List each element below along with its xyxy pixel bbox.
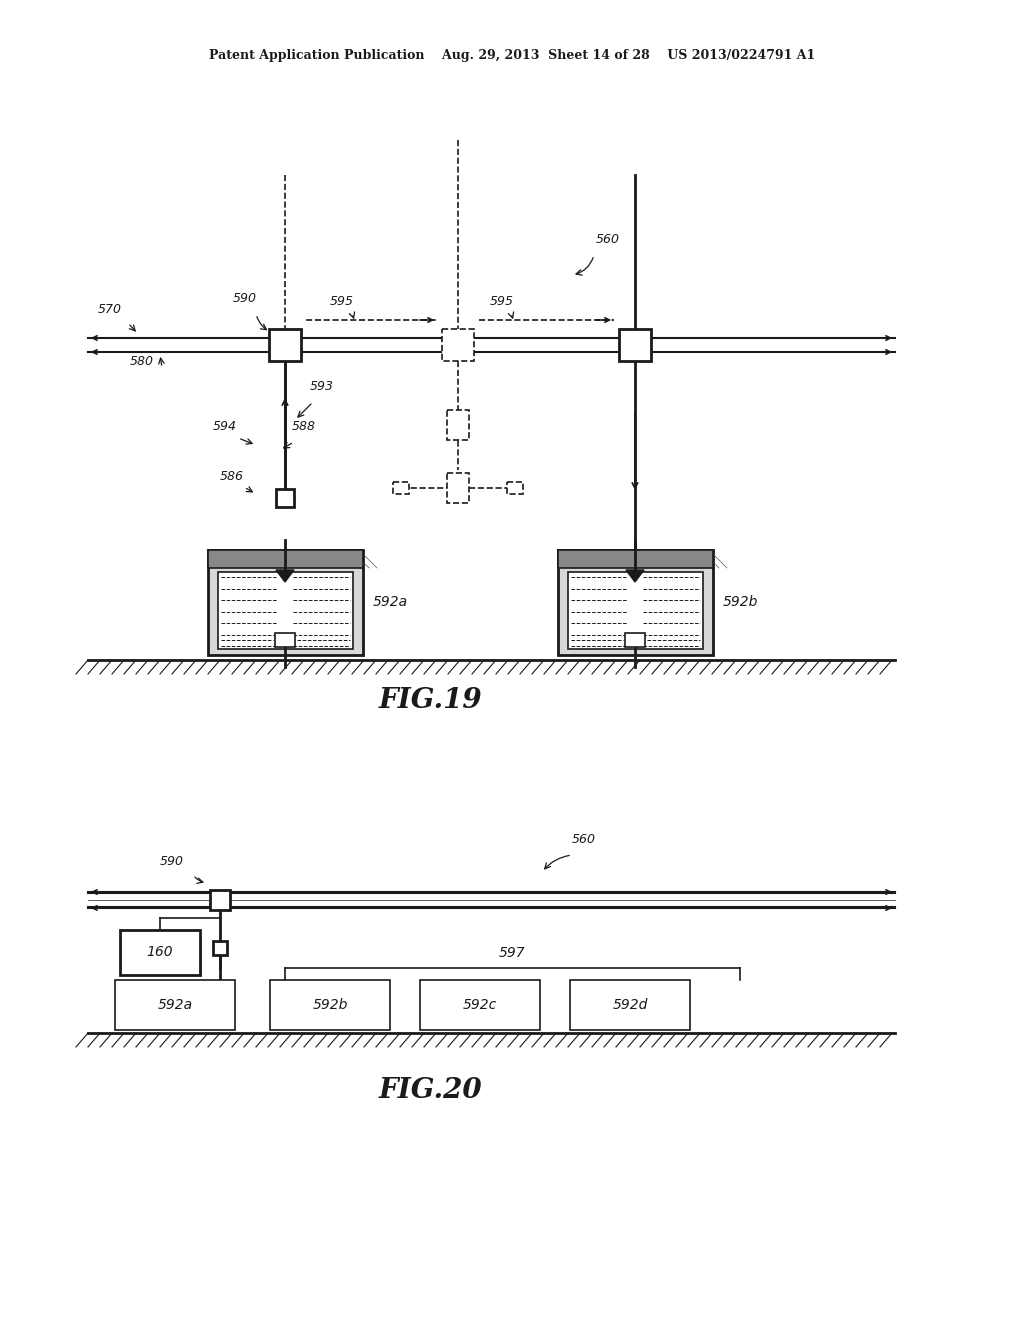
- Bar: [208, 550, 362, 568]
- Bar: [270, 979, 390, 1030]
- Text: 586: 586: [220, 470, 244, 483]
- Bar: [210, 890, 230, 909]
- Polygon shape: [626, 570, 644, 582]
- Text: 590: 590: [233, 292, 257, 305]
- Text: 592d: 592d: [612, 998, 648, 1012]
- Bar: [275, 634, 295, 647]
- Text: 560: 560: [596, 234, 620, 246]
- Text: 593: 593: [310, 380, 334, 393]
- Text: 594: 594: [213, 420, 237, 433]
- Text: 570: 570: [98, 304, 122, 315]
- Bar: [625, 634, 645, 647]
- Text: 595: 595: [330, 294, 354, 308]
- Bar: [442, 329, 474, 360]
- Bar: [269, 329, 301, 360]
- Bar: [557, 550, 713, 568]
- Bar: [557, 550, 713, 655]
- Bar: [507, 482, 523, 494]
- Bar: [420, 979, 540, 1030]
- Bar: [618, 329, 651, 360]
- Bar: [447, 473, 469, 503]
- Text: 588: 588: [292, 420, 316, 433]
- Bar: [570, 979, 690, 1030]
- Text: 595: 595: [490, 294, 514, 308]
- Bar: [217, 572, 352, 649]
- Text: 597: 597: [499, 946, 525, 960]
- Text: 592a: 592a: [373, 595, 408, 610]
- Polygon shape: [276, 570, 294, 582]
- Bar: [115, 979, 234, 1030]
- Bar: [567, 572, 702, 649]
- Text: 560: 560: [572, 833, 596, 846]
- Text: FIG.19: FIG.19: [378, 686, 482, 714]
- Text: 592a: 592a: [158, 998, 193, 1012]
- Text: 160: 160: [146, 945, 173, 960]
- Text: 590: 590: [160, 855, 184, 869]
- Bar: [213, 941, 227, 954]
- Text: Patent Application Publication    Aug. 29, 2013  Sheet 14 of 28    US 2013/02247: Patent Application Publication Aug. 29, …: [209, 49, 815, 62]
- Text: 592b: 592b: [723, 595, 758, 610]
- Text: FIG.20: FIG.20: [378, 1077, 482, 1104]
- Text: 592b: 592b: [312, 998, 348, 1012]
- Bar: [120, 931, 200, 975]
- Bar: [447, 411, 469, 440]
- Bar: [276, 488, 294, 507]
- Text: 580: 580: [130, 355, 154, 368]
- Bar: [393, 482, 409, 494]
- Text: 592c: 592c: [463, 998, 497, 1012]
- Bar: [208, 550, 362, 655]
